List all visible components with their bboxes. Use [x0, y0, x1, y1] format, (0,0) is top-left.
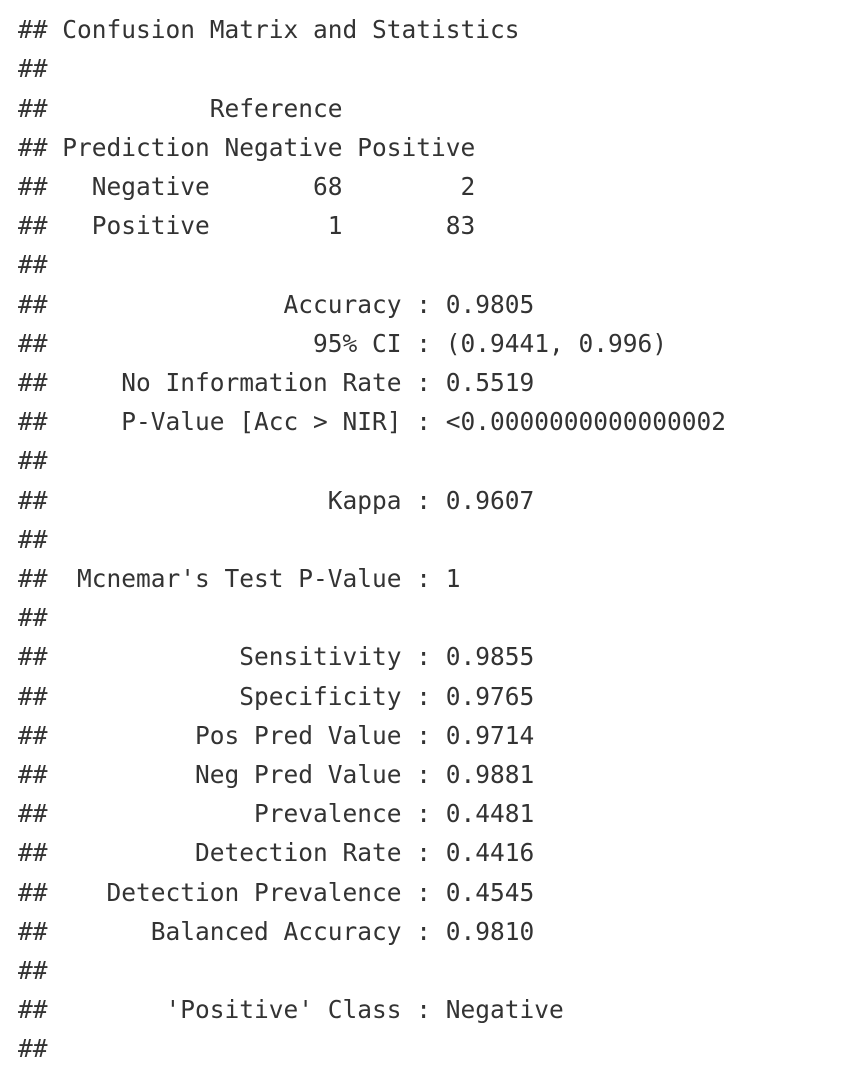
- output-line-balanced-accuracy: ## Balanced Accuracy : 0.9810: [18, 917, 535, 946]
- output-line-neg-pred-value: ## Neg Pred Value : 0.9881: [18, 760, 535, 789]
- output-line-nir: ## No Information Rate : 0.5519: [18, 368, 535, 397]
- output-line-positive-class: ## 'Positive' Class : Negative: [18, 995, 564, 1024]
- output-line-blank: ##: [18, 446, 48, 475]
- output-line-pvalue: ## P-Value [Acc > NIR] : <0.000000000000…: [18, 407, 727, 436]
- output-line-blank: ##: [18, 525, 48, 554]
- output-line-mcnemar: ## Mcnemar's Test P-Value : 1: [18, 564, 461, 593]
- output-line-detection-prevalence: ## Detection Prevalence : 0.4545: [18, 878, 535, 907]
- output-line-blank: ##: [18, 54, 48, 83]
- output-line-specificity: ## Specificity : 0.9765: [18, 682, 535, 711]
- output-line-blank: ##: [18, 1034, 48, 1063]
- output-line-kappa: ## Kappa : 0.9607: [18, 486, 535, 515]
- output-line-pos-pred-value: ## Pos Pred Value : 0.9714: [18, 721, 535, 750]
- output-line-title: ## Confusion Matrix and Statistics: [18, 15, 520, 44]
- output-line-detection-rate: ## Detection Rate : 0.4416: [18, 838, 535, 867]
- output-line-positive-row: ## Positive 1 83: [18, 211, 476, 240]
- output-line-sensitivity: ## Sensitivity : 0.9855: [18, 642, 535, 671]
- output-line-blank: ##: [18, 250, 48, 279]
- output-line-reference-header: ## Reference: [18, 94, 343, 123]
- output-line-prevalence: ## Prevalence : 0.4481: [18, 799, 535, 828]
- output-line-blank: ##: [18, 956, 48, 985]
- output-line-negative-row: ## Negative 68 2: [18, 172, 476, 201]
- output-line-accuracy: ## Accuracy : 0.9805: [18, 290, 535, 319]
- output-line-blank: ##: [18, 603, 48, 632]
- output-line-ci: ## 95% CI : (0.9441, 0.996): [18, 329, 668, 358]
- output-line-prediction-header: ## Prediction Negative Positive: [18, 133, 476, 162]
